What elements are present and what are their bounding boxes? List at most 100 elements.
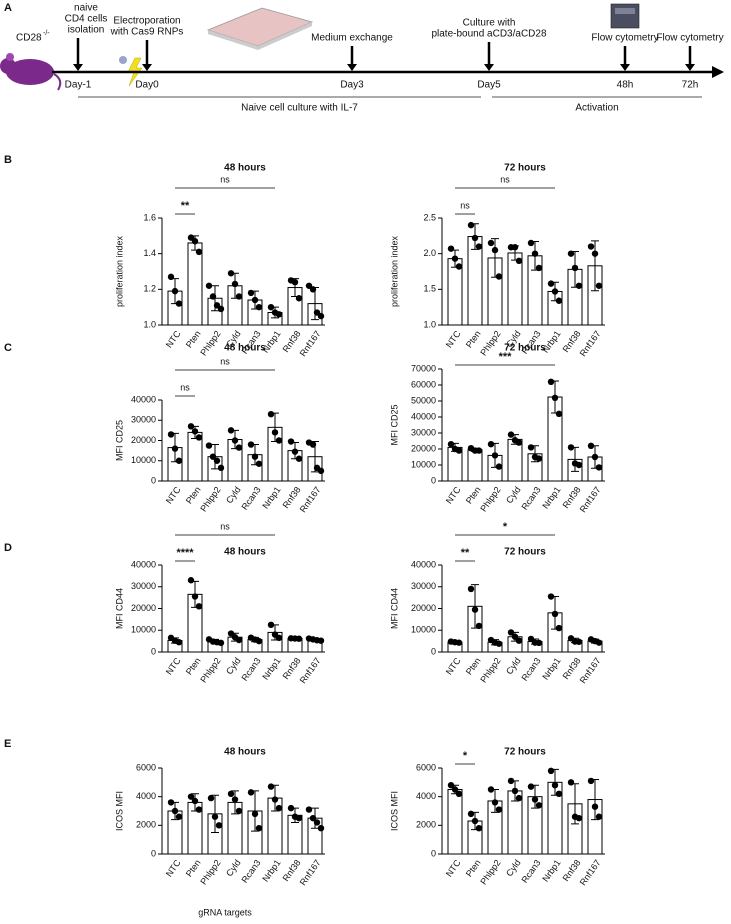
data-point (191, 428, 199, 435)
y-tick-label: 2000 (136, 820, 156, 830)
data-point (247, 789, 255, 796)
data-point (555, 790, 563, 797)
data-point (467, 585, 475, 593)
significance-label: ns (220, 174, 230, 184)
data-point (267, 303, 275, 311)
data-point (235, 293, 243, 300)
y-tick-label: 2000 (416, 820, 436, 830)
data-point (187, 577, 195, 584)
y-tick-label: 70000 (411, 363, 436, 373)
data-point (235, 636, 243, 644)
data-point (575, 461, 583, 469)
data-point (317, 312, 325, 320)
data-point (575, 814, 583, 822)
genotype-label: -/- (43, 30, 50, 37)
event-label: CD4 cells (65, 14, 108, 25)
y-tick-label: 0 (431, 475, 436, 485)
x-tick-label: Rnf167 (578, 485, 603, 515)
data-point (317, 825, 325, 832)
x-tick-label: Nrbp1 (540, 656, 562, 682)
data-point (447, 441, 455, 448)
data-point (231, 796, 239, 803)
significance-label: ns (220, 521, 230, 531)
data-point (527, 444, 535, 451)
significance-label: ns (220, 356, 230, 366)
significance-label: ns (500, 174, 510, 184)
bar (467, 449, 483, 482)
bar (187, 242, 203, 326)
data-point (595, 282, 603, 289)
data-point (205, 282, 213, 289)
data-point (547, 280, 555, 287)
chart-title: 48 hours (224, 343, 266, 354)
chart-title: 48 hours (224, 747, 266, 758)
y-tick-label: 0 (431, 646, 436, 656)
data-point (215, 822, 223, 829)
y-axis-label: MFI CD25 (114, 420, 124, 461)
y-tick-label: 10000 (411, 625, 436, 635)
data-point (171, 287, 179, 295)
chart-title: 48 hours (224, 163, 266, 174)
data-point (217, 305, 225, 313)
y-axis-label: ICOS MFI (389, 791, 399, 831)
data-point (551, 782, 559, 789)
x-tick-label: Nrbp1 (260, 858, 282, 884)
panel-letter: B (4, 154, 12, 166)
data-point (191, 237, 199, 245)
phase-label: Activation (575, 103, 618, 114)
x-tick-label: NTC (444, 484, 463, 505)
data-point (595, 464, 603, 471)
data-point (571, 264, 579, 272)
data-point (217, 639, 225, 647)
data-point (313, 819, 321, 826)
data-point (291, 448, 299, 455)
data-point (195, 603, 203, 610)
x-tick-label: Cyld (224, 656, 243, 676)
event-label: Culture with (463, 18, 516, 29)
significance-label: **** (176, 547, 194, 559)
y-tick-label: 0 (151, 646, 156, 656)
event-label: Flow cytometry (656, 33, 723, 44)
data-point (471, 234, 479, 242)
data-point (527, 239, 535, 247)
chart-title: 72 hours (504, 547, 546, 558)
data-point (555, 624, 563, 632)
day-label: Day0 (135, 80, 159, 91)
y-axis-label: MFI CD44 (114, 588, 124, 629)
significance-label: ns (180, 382, 190, 392)
data-point (209, 293, 217, 300)
data-point (171, 445, 179, 452)
y-tick-label: 40000 (411, 411, 436, 421)
data-point (287, 438, 295, 445)
x-axis-label: gRNA targets (198, 907, 252, 917)
data-point (511, 244, 519, 251)
y-tick-label: 1.5 (423, 284, 436, 294)
x-tick-label: Pten (464, 329, 483, 350)
data-point (531, 250, 539, 257)
data-point (471, 606, 479, 613)
data-point (491, 799, 499, 806)
y-tick-label: 2.0 (423, 248, 436, 258)
y-tick-label: 30000 (131, 415, 156, 425)
x-tick-label: NTC (444, 857, 463, 878)
y-axis-label: proliferation index (389, 235, 399, 307)
data-point (317, 467, 325, 475)
x-tick-label: Pten (464, 858, 483, 879)
x-tick-label: NTC (164, 328, 183, 349)
x-tick-label: Rcan3 (239, 858, 262, 885)
x-tick-label: Rcan3 (519, 485, 542, 512)
significance-label: ** (461, 547, 470, 559)
data-point (455, 263, 463, 270)
x-tick-label: Pten (184, 485, 203, 506)
x-tick-label: Phlpp2 (198, 858, 222, 887)
x-tick-label: Pten (184, 858, 203, 879)
data-point (195, 806, 203, 813)
x-tick-label: Phlpp2 (478, 656, 502, 685)
event-label: naive (74, 3, 98, 14)
error-bar (591, 240, 599, 292)
data-point (535, 802, 543, 809)
data-point (475, 243, 483, 250)
data-point (187, 793, 195, 800)
data-point (515, 257, 523, 264)
x-tick-label: Phlpp2 (198, 485, 222, 514)
